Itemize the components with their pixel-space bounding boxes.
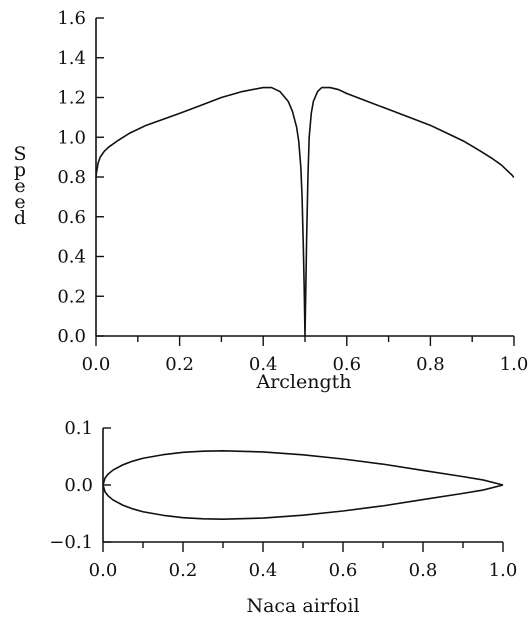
speed-x-tick-label: 1.0 — [500, 354, 529, 375]
speed-y-tick-label: 0.0 — [57, 326, 86, 347]
airfoil-x-ticks: 0.0 0.2 0.4 0.6 0.8 1.0 — [89, 542, 518, 581]
speed-x-tick-label: 0.4 — [249, 354, 278, 375]
speed-y-axis-label-letter: e — [14, 175, 25, 197]
airfoil-x-tick-label: 1.0 — [489, 560, 518, 581]
speed-y-ticks: 0.0 0.2 0.4 0.6 0.8 1.0 1.2 1.4 1.6 — [57, 8, 104, 347]
airfoil-x-tick-label: 0.0 — [89, 560, 118, 581]
airfoil-x-tick-label: 0.8 — [409, 560, 438, 581]
speed-y-axis-label-letter: S — [13, 143, 26, 165]
airfoil-x-tick-label: 0.6 — [329, 560, 358, 581]
speed-y-tick-label: 0.8 — [57, 167, 86, 188]
speed-x-tick-label: 0.8 — [416, 354, 445, 375]
speed-x-axis-label: Arclength — [255, 371, 351, 393]
speed-x-ticks: 0.0 0.2 0.4 0.6 0.8 1.0 — [82, 336, 529, 375]
speed-y-axis-label-letter: e — [14, 191, 25, 213]
speed-x-tick-label: 0.2 — [165, 354, 194, 375]
speed-y-tick-label: 0.6 — [57, 207, 86, 228]
airfoil-x-tick-label: 0.2 — [169, 560, 198, 581]
airfoil-y-tick-label: 0.0 — [64, 475, 93, 496]
speed-y-tick-label: 1.2 — [57, 88, 86, 109]
speed-y-axis-label-letter: p — [14, 159, 26, 181]
airfoil-outline — [102, 450, 504, 520]
speed-x-tick-label: 0.6 — [332, 354, 361, 375]
airfoil-y-tick-label: −0.1 — [49, 532, 93, 553]
speed-curve — [95, 86, 515, 337]
airfoil-x-tick-label: 0.4 — [249, 560, 278, 581]
airfoil-y-tick-label: 0.1 — [64, 418, 93, 439]
speed-y-tick-label: 1.6 — [57, 8, 86, 29]
airfoil-x-axis-label: Naca airfoil — [246, 595, 359, 617]
speed-y-tick-label: 0.4 — [57, 247, 86, 268]
speed-y-tick-label: 1.4 — [57, 48, 86, 69]
speed-chart: 0.0 0.2 0.4 0.6 0.8 1.0 1.2 1.4 1.6 0.0 0.2 0.4 0.6… — [13, 8, 528, 393]
speed-y-tick-label: 1.0 — [57, 127, 86, 148]
airfoil-y-ticks: −0.1 0.0 0.1 — [49, 418, 111, 553]
speed-y-axis-label-letter: d — [14, 207, 26, 229]
airfoil-chart: −0.1 0.0 0.1 0.0 0.2 0.4 0.6 0.8 1.0 Naca airfo… — [49, 418, 517, 617]
speed-x-tick-label: 0.0 — [82, 354, 111, 375]
speed-y-tick-label: 0.2 — [57, 286, 86, 307]
